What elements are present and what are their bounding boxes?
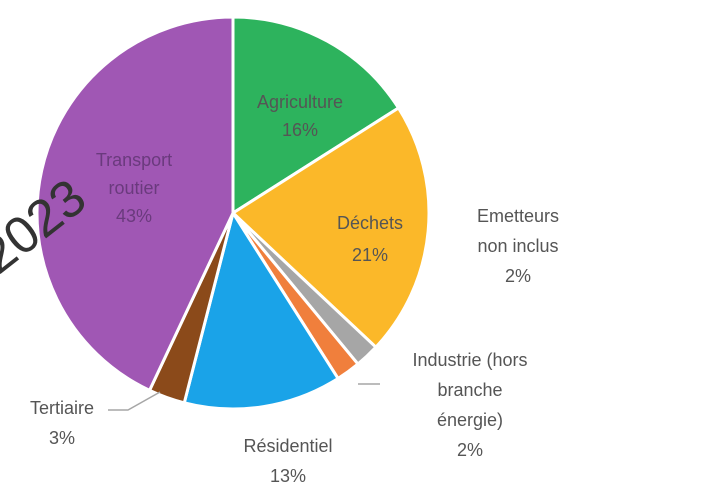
slice-label-emetteurs-non-inclus: Emetteurs non inclus 2%	[477, 206, 559, 286]
slice-label-line: Déchets	[337, 213, 403, 233]
slice-label-line: Tertiaire	[30, 398, 94, 418]
pie-slice-transport-routier	[35, 15, 235, 392]
slice-label-line: énergie)	[437, 410, 503, 430]
slice-label-line: Agriculture	[257, 92, 343, 112]
leader-lines	[108, 383, 380, 411]
pie-slice-residentiel	[182, 211, 340, 411]
slice-label-residentiel: Résidentiel 13%	[243, 436, 332, 486]
pie-slices	[35, 15, 431, 411]
slice-label-line: 13%	[270, 466, 306, 486]
pie-slice-agriculture	[231, 15, 400, 215]
slice-label-transport-routier: Transport routier 43%	[96, 150, 172, 226]
slice-label-industrie-hors-branche-energie: Industrie (hors branche énergie) 2%	[412, 350, 527, 460]
slice-label-line: branche	[437, 380, 502, 400]
leader-line-tertiaire	[108, 391, 161, 411]
slice-label-agriculture: Agriculture 16%	[257, 92, 343, 140]
slice-label-dechets: Déchets 21%	[337, 213, 403, 265]
slice-label-line: non inclus	[477, 236, 558, 256]
slice-label-line: 16%	[282, 120, 318, 140]
slice-label-line: 43%	[116, 206, 152, 226]
slice-label-line: 2%	[505, 266, 531, 286]
slice-label-line: 2%	[457, 440, 483, 460]
slice-label-line: routier	[108, 178, 159, 198]
slice-label-tertiaire: Tertiaire 3%	[30, 398, 94, 448]
slice-label-line: 21%	[352, 245, 388, 265]
slice-label-line: Emetteurs	[477, 206, 559, 226]
slice-label-line: Transport	[96, 150, 172, 170]
slice-label-line: Industrie (hors	[412, 350, 527, 370]
slice-label-line: Résidentiel	[243, 436, 332, 456]
slice-labels: Agriculture 16% Déchets 21% Emetteurs non inc…	[30, 92, 559, 486]
pie-slice-dechets	[231, 106, 431, 349]
slice-label-line: 3%	[49, 428, 75, 448]
